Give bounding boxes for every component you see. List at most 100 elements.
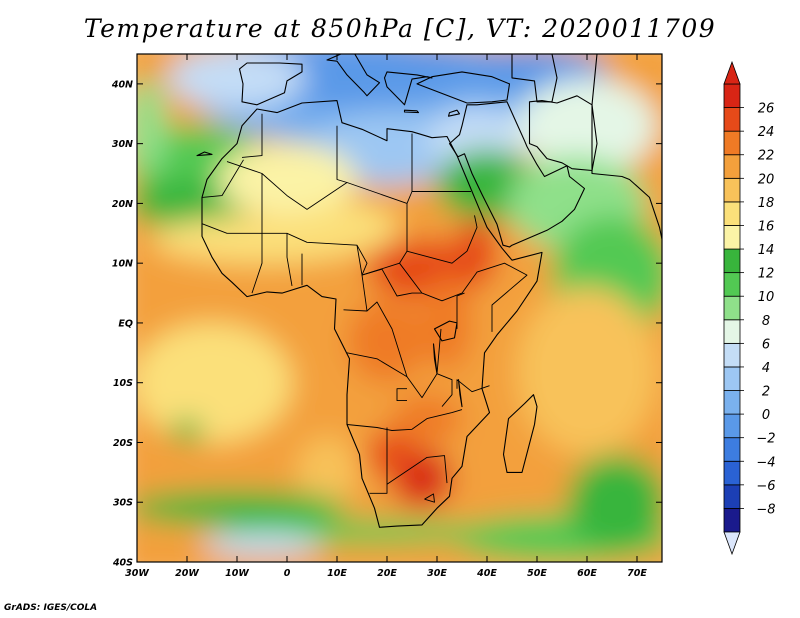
lon-tick-label: 60E <box>577 568 597 579</box>
grads-credit: GrADS: IGES/COLA <box>4 603 98 613</box>
colorbar-tick-label: 4 <box>762 361 770 376</box>
lon-tick-label: 20W <box>175 568 199 579</box>
border-23 <box>424 493 435 503</box>
lon-tick-label: 10W <box>225 568 249 579</box>
coastline-4 <box>326 54 381 97</box>
border-2 <box>226 161 408 264</box>
lat-tick-label: 40S <box>112 558 133 569</box>
colorbar-tick-label: 26 <box>758 102 775 117</box>
lon-tick-label: 40E <box>476 568 497 579</box>
colorbar-tick-label: 24 <box>758 125 775 140</box>
border-6 <box>201 223 400 276</box>
lat-tick-label: 30S <box>113 498 133 509</box>
border-20 <box>456 379 490 393</box>
coastline-11 <box>591 54 662 240</box>
border-7 <box>251 173 263 294</box>
border-16 <box>346 409 463 431</box>
coastline-7 <box>403 109 420 114</box>
colorbar-tick-label: −2 <box>756 432 775 447</box>
coastline-13 <box>432 343 438 375</box>
colorbar-tick-label: 8 <box>762 314 770 329</box>
border-17 <box>386 427 448 485</box>
colorbar-over-arrow <box>723 60 741 85</box>
colorbar-box <box>723 437 741 462</box>
colorbar-box <box>723 225 741 250</box>
colorbar-tick-label: 16 <box>758 219 775 234</box>
lon-axis: 30W 20W 10W 0 10E 20E 30E 40E 50E 60E 70E <box>125 54 647 579</box>
colorbar-box <box>723 295 741 321</box>
lat-axis: 40S 30S 20S 10S EQ 10N 20N 30N 40N <box>111 79 662 569</box>
border-3 <box>336 125 348 183</box>
colorbar-under-arrow <box>723 531 741 556</box>
colorbar-box <box>723 366 741 391</box>
lat-tick-label: 20N <box>112 199 133 210</box>
colorbar-box <box>723 272 741 297</box>
temperature-field <box>137 54 662 562</box>
chart-title: Temperature at 850hPa [C], VT: 202001170… <box>83 14 717 43</box>
colorbar-box <box>723 413 741 439</box>
lon-tick-label: 20E <box>377 568 397 579</box>
coastline-6 <box>416 71 511 104</box>
lat-tick-label: 20S <box>113 438 133 449</box>
coastline-2 <box>448 101 586 248</box>
lat-tick-label: 40N <box>111 79 133 90</box>
border-21 <box>436 373 453 407</box>
lat-tick-label: 10S <box>113 378 133 389</box>
colorbar-box <box>723 130 741 156</box>
lon-tick-label: 70E <box>627 568 647 579</box>
border-22 <box>456 292 465 329</box>
border-0 <box>241 113 263 158</box>
border-8 <box>286 233 293 286</box>
coastline-1 <box>502 394 538 473</box>
border-12 <box>406 215 478 264</box>
map-frame <box>136 53 663 563</box>
coastline-15 <box>511 54 558 103</box>
coastline-9 <box>196 151 213 157</box>
coastline-12 <box>433 320 458 342</box>
colorbar-tick-label: 14 <box>758 243 775 258</box>
lon-tick-label: 0 <box>284 568 291 579</box>
border-14 <box>346 328 442 399</box>
colorbar-box <box>723 390 741 415</box>
lat-tick-label: 10N <box>112 259 133 270</box>
coastline-5 <box>383 71 433 106</box>
colorbar-box <box>723 201 741 226</box>
border-1 <box>201 159 244 198</box>
coastline-3 <box>238 62 303 106</box>
colorbar-tick-label: 2 <box>762 385 770 400</box>
coastline-8 <box>447 109 461 117</box>
lon-tick-label: 30E <box>427 568 447 579</box>
colorbar-tick-label: 0 <box>762 408 770 423</box>
lat-tick-label: EQ <box>118 318 133 329</box>
colorbar-tick-label: 20 <box>758 172 775 187</box>
colorbar-box <box>723 83 741 108</box>
colorbar-box <box>723 484 741 509</box>
colorbar-tick-label: 6 <box>762 337 770 352</box>
colorbar-tick-label: 12 <box>758 267 775 282</box>
border-18 <box>369 484 388 494</box>
lat-tick-label: 30N <box>112 139 133 150</box>
colorbar-tick-label: −8 <box>756 502 775 517</box>
colorbar-box <box>723 177 741 203</box>
colorbar-box <box>723 154 741 179</box>
colorbar-box <box>723 460 741 486</box>
colorbar-box <box>723 342 741 368</box>
lon-tick-label: 10E <box>327 568 347 579</box>
coastline-14 <box>457 379 463 408</box>
colorbar-tick-label: 10 <box>758 290 775 305</box>
colorbar-tick-label: 18 <box>758 196 775 211</box>
colorbar-box <box>723 107 741 132</box>
colorbar-box <box>723 508 741 533</box>
colorbar-tick-label: 22 <box>758 149 775 164</box>
border-15 <box>366 301 408 377</box>
colorbar-tick-label: −4 <box>756 455 775 470</box>
border-11 <box>399 262 528 332</box>
colorbar-tick-label: −6 <box>756 479 775 494</box>
colorbar-box <box>723 319 741 344</box>
lon-tick-label: 30W <box>125 568 149 579</box>
border-19 <box>396 388 407 402</box>
lon-tick-label: 50E <box>527 568 547 579</box>
border-13 <box>361 268 422 297</box>
